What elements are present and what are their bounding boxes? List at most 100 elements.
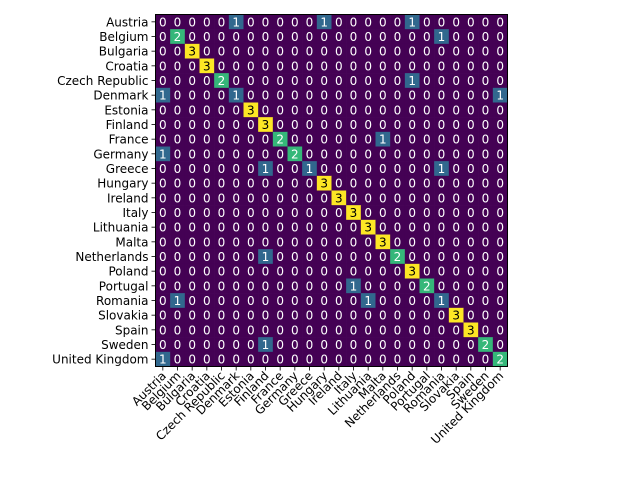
cell-value-label: 0 xyxy=(306,74,314,88)
cell-value-label: 0 xyxy=(467,353,475,367)
cell-value-label: 0 xyxy=(276,177,284,191)
cell-value-label: 0 xyxy=(174,309,182,323)
cell-value-label: 0 xyxy=(247,89,255,103)
cell-value-label: 0 xyxy=(350,30,358,44)
heatmap-cell xyxy=(155,278,171,294)
heatmap-cell xyxy=(360,87,376,103)
cell-value-label: 0 xyxy=(218,323,226,337)
heatmap-cell xyxy=(184,263,200,279)
cell-value-label: 0 xyxy=(379,103,387,117)
heatmap-cell xyxy=(184,102,200,118)
cell-value-label: 0 xyxy=(276,221,284,235)
cell-value-label: 0 xyxy=(276,235,284,249)
cell-value-label: 0 xyxy=(423,59,431,73)
heatmap-cell xyxy=(375,337,391,353)
heatmap-cell xyxy=(331,175,347,191)
heatmap-cell xyxy=(214,337,230,353)
heatmap-cell xyxy=(214,14,230,30)
cell-value-label: 0 xyxy=(291,74,299,88)
cell-value-label: 0 xyxy=(364,15,372,29)
heatmap-cell xyxy=(199,263,215,279)
cell-value-label: 0 xyxy=(482,133,490,147)
cell-value-label: 0 xyxy=(350,309,358,323)
cell-value-label: 0 xyxy=(394,59,402,73)
cell-value-label: 0 xyxy=(291,221,299,235)
heatmap-cell xyxy=(199,14,215,30)
cell-value-label: 3 xyxy=(262,118,270,132)
heatmap-cell xyxy=(199,307,215,323)
cell-value-label: 0 xyxy=(394,45,402,59)
heatmap-cell xyxy=(404,219,420,235)
heatmap-cell xyxy=(331,322,347,338)
cell-value-label: 0 xyxy=(452,162,460,176)
heatmap-cell xyxy=(243,117,259,133)
cell-value-label: 0 xyxy=(379,323,387,337)
heatmap-cell xyxy=(258,307,274,323)
heatmap-cell xyxy=(360,307,376,323)
heatmap-cell xyxy=(155,205,171,221)
cell-value-label: 0 xyxy=(291,30,299,44)
heatmap-cell xyxy=(272,43,288,59)
cell-value-label: 0 xyxy=(335,338,343,352)
cell-value-label: 0 xyxy=(247,265,255,279)
cell-value-label: 0 xyxy=(203,265,211,279)
cell-value-label: 0 xyxy=(467,235,475,249)
heatmap-cell xyxy=(272,117,288,133)
heatmap-cell xyxy=(287,190,303,206)
cell-value-label: 0 xyxy=(350,323,358,337)
heatmap-cell xyxy=(434,322,450,338)
cell-value-label: 0 xyxy=(262,74,270,88)
cell-value-label: 0 xyxy=(379,338,387,352)
heatmap-cell xyxy=(419,219,435,235)
cell-value-label: 2 xyxy=(482,338,490,352)
heatmap-cell xyxy=(228,219,244,235)
cell-value-label: 0 xyxy=(482,30,490,44)
cell-value-label: 0 xyxy=(496,118,504,132)
cell-value-label: 0 xyxy=(335,250,343,264)
cell-value-label: 0 xyxy=(232,338,240,352)
heatmap-cell xyxy=(258,87,274,103)
heatmap-cell xyxy=(228,102,244,118)
heatmap-cell xyxy=(184,307,200,323)
cell-value-label: 0 xyxy=(218,45,226,59)
heatmap-cell xyxy=(346,73,362,89)
cell-value-label: 0 xyxy=(247,338,255,352)
cell-value-label: 0 xyxy=(364,89,372,103)
heatmap-cell xyxy=(434,234,450,250)
heatmap-cell xyxy=(375,351,391,367)
heatmap-cell xyxy=(478,117,494,133)
heatmap-cell xyxy=(478,278,494,294)
heatmap-cell xyxy=(287,234,303,250)
cell-value-label: 0 xyxy=(335,235,343,249)
heatmap-cell xyxy=(155,146,171,162)
cell-value-label: 0 xyxy=(467,309,475,323)
cell-value-label: 0 xyxy=(159,45,167,59)
heatmap-cell xyxy=(331,263,347,279)
heatmap-cell xyxy=(360,322,376,338)
heatmap-cell xyxy=(155,73,171,89)
heatmap-cell xyxy=(478,146,494,162)
cell-value-label: 0 xyxy=(467,250,475,264)
cell-value-label: 3 xyxy=(364,221,372,235)
cell-value-label: 0 xyxy=(482,89,490,103)
cell-value-label: 0 xyxy=(423,309,431,323)
cell-value-label: 0 xyxy=(350,221,358,235)
heatmap-cell xyxy=(199,58,215,74)
heatmap-cell xyxy=(170,102,186,118)
heatmap-cell xyxy=(448,102,464,118)
cell-value-label: 0 xyxy=(350,177,358,191)
heatmap-cell xyxy=(199,205,215,221)
heatmap-cell xyxy=(170,293,186,309)
heatmap-cell xyxy=(228,14,244,30)
heatmap-cell xyxy=(331,58,347,74)
cell-value-label: 0 xyxy=(291,338,299,352)
cell-value-label: 0 xyxy=(423,133,431,147)
heatmap-cell xyxy=(243,278,259,294)
cell-value-label: 1 xyxy=(438,294,446,308)
cell-value-label: 0 xyxy=(496,15,504,29)
heatmap-cell xyxy=(331,307,347,323)
cell-value-label: 0 xyxy=(262,294,270,308)
cell-value-label: 0 xyxy=(159,235,167,249)
heatmap-cell xyxy=(331,205,347,221)
cell-value-label: 0 xyxy=(320,103,328,117)
